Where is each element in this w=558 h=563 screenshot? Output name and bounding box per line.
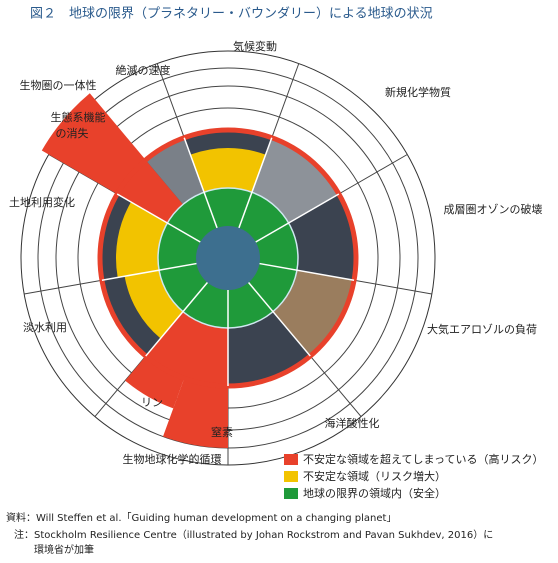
spoke <box>353 279 432 295</box>
legend-swatch <box>284 488 298 499</box>
label: の消失 <box>56 126 89 140</box>
legend-label: 不安定な領域を超えてしまっている（高リスク） <box>303 452 543 466</box>
wedge <box>41 93 146 194</box>
wedge <box>272 270 355 357</box>
label: 成層圏オゾンの破壊 <box>444 202 543 216</box>
legend: 不安定な領域を超えてしまっている（高リスク） 不安定な領域（リスク増大） 地球の… <box>284 452 543 500</box>
spoke <box>271 63 300 138</box>
legend-label: 地球の限界の領域内（安全） <box>303 486 446 500</box>
wedge <box>190 147 266 193</box>
labels: 気候変動 新規化学物質 成層圏オゾンの破壊 大気エアロゾルの負荷 海洋酸性化 生… <box>9 39 543 466</box>
wedge <box>117 159 184 223</box>
title: 図２ 地球の限界（プラネタリー・バウンダリー）による地球の状況 <box>30 7 433 22</box>
divider <box>247 282 311 357</box>
legend-swatch <box>284 471 298 482</box>
earth-core <box>196 226 260 290</box>
divider <box>183 137 218 229</box>
label: 土地利用変化 <box>9 195 75 209</box>
note: 資料：Will Steffen et al.「Guiding human dev… <box>6 511 396 524</box>
note: 注：Stockholm Resilience Centre（illustrate… <box>14 528 493 541</box>
wedge <box>145 137 205 205</box>
divider <box>101 262 197 281</box>
wedge <box>125 356 185 409</box>
legend-swatch <box>284 454 298 465</box>
label: 大気エアロゾルの負荷 <box>427 322 537 336</box>
note: 環境省が加筆 <box>34 543 94 556</box>
label: 海洋酸性化 <box>325 416 380 430</box>
spoke <box>309 355 362 417</box>
label: 新規化学物質 <box>385 85 451 99</box>
spoke <box>156 63 185 138</box>
divider <box>255 193 340 243</box>
label: 淡水利用 <box>23 321 67 334</box>
legend-label: 不安定な領域（リスク増大） <box>303 469 446 483</box>
divider <box>145 282 209 357</box>
divider <box>116 193 201 243</box>
wedge <box>124 270 184 339</box>
label: 窒素 <box>211 425 233 439</box>
label: 生態系機能 <box>51 110 106 124</box>
diagram <box>20 50 436 466</box>
label: 気候変動 <box>233 39 277 53</box>
label: リン <box>141 396 163 409</box>
spoke <box>24 279 103 295</box>
spoke <box>94 355 147 417</box>
wedge <box>251 137 339 223</box>
divider <box>238 137 273 229</box>
label: 生物地球化学的循環 <box>123 452 222 466</box>
wedge <box>115 202 168 278</box>
divider <box>259 262 355 281</box>
label: 生物圏の一体性 <box>20 78 97 92</box>
label: 絶滅の速度 <box>116 63 171 77</box>
wedge <box>163 378 228 448</box>
spoke <box>338 154 408 195</box>
